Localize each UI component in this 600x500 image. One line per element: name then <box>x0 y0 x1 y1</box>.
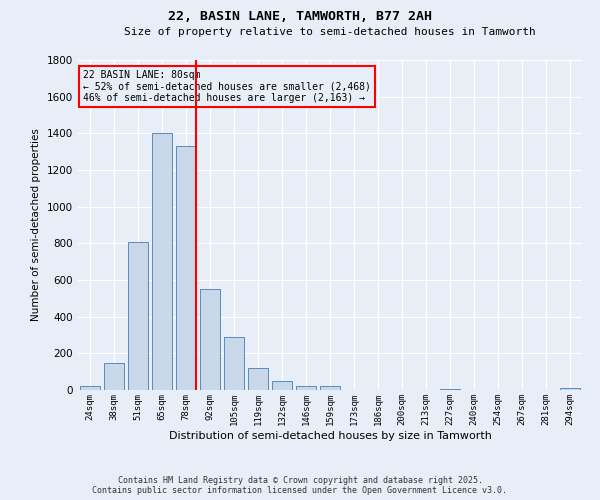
X-axis label: Distribution of semi-detached houses by size in Tamworth: Distribution of semi-detached houses by … <box>169 430 491 440</box>
Bar <box>152 134 172 390</box>
Bar <box>272 381 292 390</box>
Text: 22, BASIN LANE, TAMWORTH, B77 2AH: 22, BASIN LANE, TAMWORTH, B77 2AH <box>168 10 432 23</box>
Bar <box>128 242 148 390</box>
Text: Contains HM Land Registry data © Crown copyright and database right 2025.
Contai: Contains HM Land Registry data © Crown c… <box>92 476 508 495</box>
Bar <box>320 386 340 390</box>
Text: 22 BASIN LANE: 80sqm
← 52% of semi-detached houses are smaller (2,468)
46% of se: 22 BASIN LANE: 80sqm ← 52% of semi-detac… <box>83 70 371 103</box>
Bar <box>440 389 460 390</box>
Title: Size of property relative to semi-detached houses in Tamworth: Size of property relative to semi-detach… <box>124 27 536 37</box>
Bar <box>104 362 124 390</box>
Bar <box>176 146 196 390</box>
Bar <box>248 368 268 390</box>
Bar <box>296 386 316 390</box>
Bar <box>200 289 220 390</box>
Bar <box>80 386 100 390</box>
Y-axis label: Number of semi-detached properties: Number of semi-detached properties <box>31 128 41 322</box>
Bar <box>560 388 580 390</box>
Bar <box>224 337 244 390</box>
